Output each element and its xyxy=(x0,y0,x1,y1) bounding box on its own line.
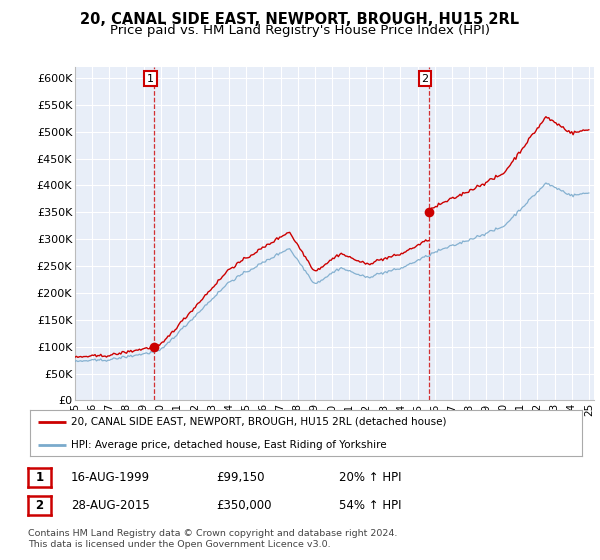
Text: 20% ↑ HPI: 20% ↑ HPI xyxy=(339,470,401,484)
Text: HPI: Average price, detached house, East Riding of Yorkshire: HPI: Average price, detached house, East… xyxy=(71,440,387,450)
Text: 54% ↑ HPI: 54% ↑ HPI xyxy=(339,498,401,512)
Text: 2: 2 xyxy=(35,498,44,512)
Text: £99,150: £99,150 xyxy=(216,470,265,484)
Text: 16-AUG-1999: 16-AUG-1999 xyxy=(71,470,150,484)
Text: 20, CANAL SIDE EAST, NEWPORT, BROUGH, HU15 2RL (detached house): 20, CANAL SIDE EAST, NEWPORT, BROUGH, HU… xyxy=(71,417,447,427)
Text: £350,000: £350,000 xyxy=(216,498,271,512)
Text: 2: 2 xyxy=(422,74,429,83)
Text: Price paid vs. HM Land Registry's House Price Index (HPI): Price paid vs. HM Land Registry's House … xyxy=(110,24,490,36)
Text: Contains HM Land Registry data © Crown copyright and database right 2024.
This d: Contains HM Land Registry data © Crown c… xyxy=(28,529,398,549)
Text: 1: 1 xyxy=(35,470,44,484)
Text: 1: 1 xyxy=(147,74,154,83)
Text: 20, CANAL SIDE EAST, NEWPORT, BROUGH, HU15 2RL: 20, CANAL SIDE EAST, NEWPORT, BROUGH, HU… xyxy=(80,12,520,27)
Text: 28-AUG-2015: 28-AUG-2015 xyxy=(71,498,149,512)
